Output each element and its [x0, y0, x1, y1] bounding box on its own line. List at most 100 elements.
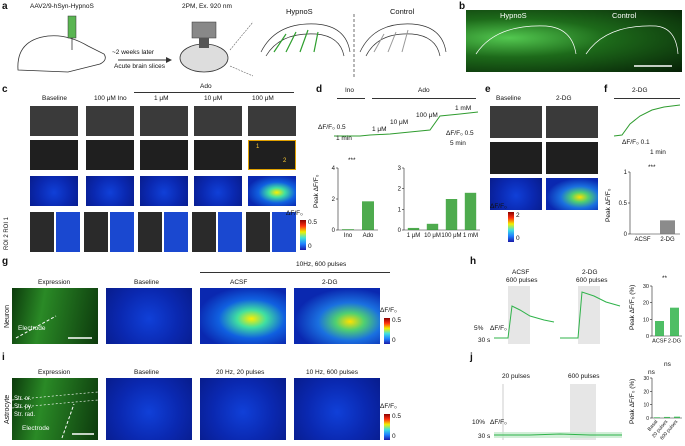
- h-scale-y2: ΔF/F₀: [490, 325, 507, 332]
- d-left-chart-bar-0: [342, 229, 354, 230]
- hypnos-label-a: HypnoS: [286, 7, 313, 16]
- d-trace: [334, 111, 479, 137]
- h-stim-box-2: [578, 286, 600, 344]
- panel-letter-d: d: [316, 84, 323, 95]
- c-img-r2-1: [30, 140, 78, 170]
- h-chart-ytick-label-0: 0: [646, 334, 649, 340]
- c-col-10um: 10 μM: [204, 95, 223, 102]
- i-img-10hz: [294, 378, 380, 440]
- mouse-schematic: [17, 15, 253, 77]
- f-chart-bar-0: [635, 234, 650, 235]
- f-sig: ***: [648, 164, 656, 171]
- panel-letter-e: e: [485, 84, 491, 95]
- d-right-chart-xtick-label-3: 1 mM: [463, 233, 478, 239]
- d-scale-y-value: 0.5: [336, 124, 346, 131]
- panel-letter-b: b: [459, 1, 466, 12]
- i-img-baseline: [106, 378, 192, 440]
- d-ylabel: Peak ΔF/F₀: [313, 174, 320, 208]
- d-conc-4: 1 mM: [455, 105, 472, 112]
- d-ino-label: Ino: [345, 87, 355, 94]
- j-scale-x: 30 s: [478, 433, 491, 440]
- h-ylabel: Peak ΔF/F₀ (%): [629, 284, 636, 330]
- h-chart: 0 10 20 30 ACSF 2-DG: [643, 284, 682, 345]
- d-right-chart-bar-1: [426, 223, 439, 230]
- panel-letter-h: h: [470, 256, 477, 267]
- c-img-r1-5: [248, 106, 296, 136]
- i-col-expression: Expression: [38, 369, 71, 376]
- c-img-r2-2: [86, 140, 134, 170]
- c-cbar-title: ΔF/F₀: [286, 210, 303, 217]
- d-left-chart-ytick-label-1: 2: [332, 197, 336, 203]
- e-cbar-min: 0: [516, 235, 520, 242]
- j-scale-y: 10%: [472, 419, 486, 426]
- j-sig-2: ns: [664, 361, 671, 368]
- c-col-1um: 1 μM: [154, 95, 169, 102]
- c-cbar-max: 0.5: [308, 219, 318, 226]
- e-img-r1-1: [490, 106, 542, 138]
- j-stim-box-2: [570, 384, 596, 440]
- d-right-chart-bar-3: [464, 192, 477, 230]
- c-img-r1-2: [86, 106, 134, 136]
- h-trace: [494, 291, 621, 339]
- d-right-chart-ytick-label-2: 2: [398, 187, 402, 193]
- panel-letter-j: j: [470, 352, 473, 363]
- imaging-label: 2PM, Ex. 920 nm: [182, 3, 232, 10]
- virus-label: AAV2/9-hSyn-HypnoS: [30, 3, 94, 10]
- f-scale-x: 1 min: [650, 149, 666, 156]
- c-heat-2: [86, 176, 134, 206]
- c-cbar-min: 0: [308, 243, 312, 250]
- i-cbar-title: ΔF/F₀: [380, 403, 397, 410]
- f-trace: [613, 104, 681, 137]
- g-img-expression: [12, 288, 98, 344]
- j-stim-box-1: [502, 384, 504, 440]
- d-sig: ***: [348, 157, 356, 164]
- h-stim-box-1: [508, 286, 530, 344]
- g-cbar-max: 0.5: [392, 317, 402, 324]
- i-img-expression: [12, 378, 98, 440]
- delay-label: ~2 weeks later: [112, 49, 155, 56]
- g-col-acsf: ACSF: [230, 279, 248, 286]
- d-scale-x: 1 min: [336, 135, 352, 142]
- i-row-label: Astrocyte: [4, 394, 11, 424]
- h-chart-ytick-label-1: 10: [643, 317, 649, 323]
- d-left-chart-ytick-label-0: 0: [332, 228, 336, 234]
- d-scale2-x: 5 min: [450, 140, 466, 147]
- g-col-baseline: Baseline: [134, 279, 159, 286]
- d-right-chart-ytick-label-0: 0: [398, 228, 402, 234]
- d-left-chart-ytick-label-2: 4: [332, 166, 336, 172]
- f-chart-ytick-label-0: 0: [624, 232, 628, 238]
- d-right-chart-bar-2: [445, 199, 458, 230]
- e-cbar-title: ΔF/F₀: [490, 203, 507, 210]
- d-scale-y-label: ΔF/F₀: [318, 124, 335, 131]
- c-heat-1: [30, 176, 78, 206]
- g-stim-bar: [200, 272, 390, 273]
- c-col-ino: 100 μM Ino: [94, 95, 127, 102]
- g-electrode-icon: [15, 315, 92, 339]
- j-chart-ytick-label-1: 10: [643, 403, 649, 409]
- hippocampus-schematic: [260, 14, 447, 78]
- panel-letter-g: g: [2, 256, 9, 267]
- i-cbar-min: 0: [392, 433, 396, 440]
- d-right-chart-xtick-label-0: 1 μM: [407, 233, 420, 239]
- c-col-100um: 100 μM: [252, 95, 274, 102]
- h-label-1: ACSF: [512, 269, 530, 276]
- h-chart-xtick-label-1: 2-DG: [668, 339, 681, 345]
- f-chart: 0 0.5 1 ACSF 2-DG: [619, 170, 680, 243]
- slices-label: Acute brain slices: [114, 63, 165, 70]
- panel-letter-c: c: [2, 84, 8, 95]
- e-col-baseline: Baseline: [496, 95, 521, 102]
- h-sig: **: [662, 275, 668, 282]
- f-chart-ytick-label-1: 0.5: [619, 201, 628, 207]
- j-chart-bar-1: [664, 416, 670, 418]
- d-conc-1: 1 μM: [372, 126, 387, 133]
- e-cbar-max: 2: [516, 212, 520, 219]
- c-col-baseline: Baseline: [42, 95, 67, 102]
- f-title: 2-DG: [632, 87, 648, 94]
- j-chart-bar-2: [674, 416, 680, 418]
- f-title-bar: [614, 98, 680, 99]
- c-roi-label: ROI 2 ROI 1: [4, 216, 10, 250]
- i-cbar-max: 0.5: [392, 413, 402, 420]
- d-charts: 0 2 4 Ino Ado 0 1 2 3 1 μM 10 μM 100 μM 1 mM: [332, 166, 480, 239]
- d-conc-3: 100 μM: [416, 112, 438, 119]
- i-col-10hz: 10 Hz, 600 pulses: [306, 369, 359, 376]
